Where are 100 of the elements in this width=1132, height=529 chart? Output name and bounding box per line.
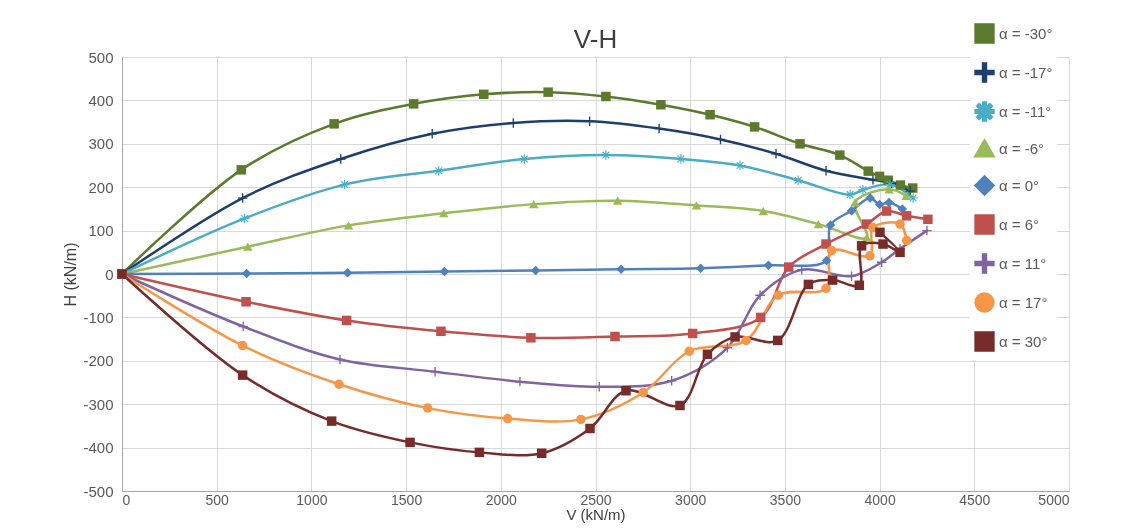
point [543, 87, 553, 97]
point [821, 255, 832, 266]
y-tick-label: 500 [88, 48, 114, 66]
point [601, 91, 611, 102]
point [865, 251, 875, 261]
point [341, 315, 352, 326]
legend-label: α = 11° [999, 254, 1047, 272]
point [895, 247, 905, 258]
x-tick-label: 0 [122, 491, 131, 508]
point [405, 437, 415, 448]
point [773, 290, 784, 300]
point [530, 265, 541, 276]
point [901, 235, 912, 246]
point [526, 333, 536, 343]
y-tick-label: 0 [105, 265, 114, 283]
point [821, 165, 831, 176]
point [826, 245, 837, 256]
point [508, 118, 519, 128]
point [741, 335, 751, 346]
point [878, 239, 888, 249]
point [656, 100, 666, 110]
point [758, 206, 769, 216]
point [895, 219, 905, 229]
point [237, 193, 248, 203]
point [825, 220, 836, 230]
y-axis-title: H (kN/m) [62, 242, 80, 307]
point [846, 205, 857, 216]
point [687, 328, 698, 339]
point [922, 225, 932, 236]
y-tick-label: -300 [83, 395, 114, 413]
x-tick-label: 1500 [391, 491, 423, 508]
point [638, 387, 648, 398]
y-tick-label: 200 [88, 178, 114, 196]
legend-label: α = 0° [999, 176, 1040, 194]
point [326, 416, 337, 426]
point [334, 379, 344, 389]
point [884, 197, 894, 208]
point [771, 149, 781, 159]
point [236, 165, 247, 175]
point [610, 331, 620, 342]
point [827, 275, 838, 285]
x-tick-label: 3500 [769, 491, 802, 508]
x-tick-label: 500 [205, 491, 230, 508]
point [863, 166, 873, 176]
point [813, 219, 824, 229]
point [856, 241, 867, 251]
point [755, 312, 766, 323]
point [772, 335, 783, 346]
point [735, 160, 745, 171]
y-tick-label: -400 [83, 439, 114, 457]
point [335, 354, 345, 365]
y-tick-label: -500 [83, 482, 114, 500]
point [422, 403, 433, 413]
point [329, 119, 339, 129]
point [479, 89, 489, 100]
point [675, 400, 685, 411]
point [803, 279, 814, 290]
point [795, 139, 805, 149]
point [749, 122, 760, 132]
point [585, 423, 595, 434]
point [519, 154, 530, 164]
point [439, 209, 449, 218]
point [854, 280, 865, 291]
point [895, 180, 906, 190]
point [897, 204, 908, 214]
point [705, 109, 715, 120]
legend-label: α = 30° [999, 332, 1048, 350]
x-tick-label: 2500 [580, 491, 612, 508]
y-tick-label: -200 [83, 352, 114, 370]
legend-label: α = 6° [999, 215, 1040, 233]
legend-label: α = -6° [999, 139, 1045, 157]
point [923, 214, 933, 225]
y-tick-label: 400 [88, 91, 114, 109]
legend-label: α = -30° [999, 24, 1053, 42]
x-tick-label: 4500 [959, 491, 991, 508]
point [241, 297, 251, 307]
point [868, 175, 878, 185]
point [237, 340, 248, 351]
point [763, 260, 774, 271]
point [343, 221, 354, 230]
point [576, 414, 586, 425]
legend-label: α = -17° [999, 63, 1053, 81]
y-tick-label: 300 [88, 135, 114, 153]
point [730, 332, 740, 342]
y-tick-label: 100 [88, 222, 114, 240]
x-tick-label: 2000 [485, 491, 518, 508]
point [884, 185, 894, 194]
point [336, 154, 346, 164]
point [237, 370, 248, 380]
point [243, 242, 253, 251]
point [439, 266, 450, 277]
point [502, 413, 513, 424]
point [241, 268, 252, 279]
point [875, 227, 885, 238]
point [695, 263, 706, 274]
point [529, 200, 539, 209]
point [858, 185, 868, 195]
x-tick-label: 1000 [296, 491, 328, 508]
point [342, 267, 353, 278]
point [845, 189, 855, 200]
